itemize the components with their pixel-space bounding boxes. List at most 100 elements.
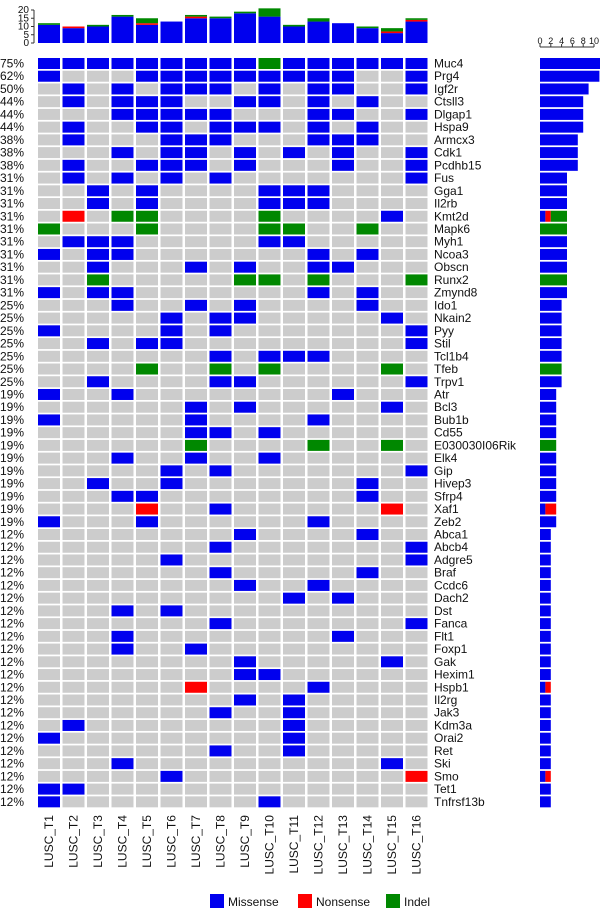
heatmap-cell: [87, 312, 109, 324]
gene-name: E030030I06Rik: [434, 438, 517, 452]
heatmap-cell: [234, 83, 256, 95]
heatmap-cell: [87, 516, 109, 528]
heatmap-cell: [307, 478, 330, 490]
heatmap-cell: [258, 210, 281, 222]
heatmap-cell: [111, 274, 134, 286]
heatmap-cell: [136, 656, 158, 668]
heatmap-cell: [185, 719, 207, 731]
heatmap-cell: [258, 439, 281, 451]
heatmap-cell: [258, 159, 281, 171]
heatmap-cell: [307, 694, 330, 706]
gene-percentage: 25%: [0, 298, 24, 312]
heatmap-cell: [234, 236, 256, 248]
top-bar-segment: [356, 26, 379, 29]
heatmap-cell: [307, 185, 330, 197]
right-bar-segment: [540, 274, 567, 286]
heatmap-cell: [234, 185, 256, 197]
heatmap-cell: [234, 338, 256, 350]
heatmap-cell: [62, 439, 85, 451]
right-bar-segment: [540, 325, 562, 337]
gene-percentage: 19%: [0, 464, 24, 478]
heatmap-cell: [62, 618, 85, 630]
heatmap-cell: [160, 108, 183, 120]
heatmap-cell: [185, 669, 207, 681]
heatmap-cell: [381, 643, 403, 655]
heatmap-cell: [87, 121, 109, 133]
heatmap-cell: [160, 376, 183, 388]
heatmap-cell: [38, 185, 60, 197]
heatmap-cell: [332, 567, 354, 579]
heatmap-cell: [356, 516, 379, 528]
heatmap-cell: [283, 669, 305, 681]
heatmap-cell: [111, 350, 134, 362]
heatmap-cell: [185, 796, 207, 808]
heatmap-cell: [234, 261, 256, 273]
heatmap-cell: [234, 579, 256, 591]
heatmap-cell: [160, 159, 183, 171]
heatmap-cell: [258, 223, 281, 235]
heatmap-cell: [307, 350, 330, 362]
heatmap-cell: [38, 707, 60, 719]
heatmap-cell: [405, 783, 428, 795]
heatmap-cell: [62, 376, 85, 388]
top-bar-segment: [111, 14, 134, 17]
heatmap-cell: [160, 312, 183, 324]
top-bar-segment: [258, 8, 281, 17]
heatmap-cell: [87, 363, 109, 375]
heatmap-cell: [62, 134, 85, 146]
heatmap-cell: [283, 567, 305, 579]
heatmap-cell: [234, 96, 256, 108]
heatmap-cell: [136, 579, 158, 591]
gene-percentage: 31%: [0, 235, 24, 249]
heatmap-cell: [185, 198, 207, 210]
heatmap-cell: [185, 83, 207, 95]
heatmap-cell: [258, 618, 281, 630]
heatmap-cell: [307, 770, 330, 782]
heatmap-cell: [209, 248, 232, 260]
heatmap-cell: [185, 312, 207, 324]
heatmap-cell: [283, 363, 305, 375]
heatmap-cell: [283, 350, 305, 362]
heatmap-cell: [283, 261, 305, 273]
heatmap-cell: [332, 503, 354, 515]
heatmap-cell: [87, 465, 109, 477]
heatmap-cell: [381, 236, 403, 248]
sample-label: LUSC_T15: [385, 815, 399, 875]
heatmap-cell: [62, 159, 85, 171]
heatmap-cell: [136, 401, 158, 413]
heatmap-cell: [209, 452, 232, 464]
gene-name: Dst: [434, 604, 453, 618]
heatmap-cell: [405, 338, 428, 350]
heatmap-cell: [381, 592, 403, 604]
heatmap-cell: [185, 656, 207, 668]
heatmap-cell: [356, 554, 379, 566]
heatmap-cell: [185, 503, 207, 515]
heatmap-cell: [185, 427, 207, 439]
heatmap-cell: [307, 605, 330, 617]
heatmap-cell: [136, 783, 158, 795]
heatmap-cell: [160, 770, 183, 782]
heatmap-cell: [136, 121, 158, 133]
heatmap-cell: [38, 427, 60, 439]
heatmap-cell: [209, 605, 232, 617]
heatmap-cell: [332, 338, 354, 350]
heatmap-cell: [356, 350, 379, 362]
heatmap-cell: [234, 388, 256, 400]
heatmap-cell: [356, 376, 379, 388]
heatmap-cell: [283, 325, 305, 337]
heatmap-cell: [38, 503, 60, 515]
heatmap-cell: [87, 732, 109, 744]
heatmap-cell: [405, 427, 428, 439]
heatmap-cell: [234, 630, 256, 642]
top-bar-segment: [38, 23, 60, 25]
heatmap-cell: [307, 248, 330, 260]
heatmap-cell: [62, 261, 85, 273]
heatmap-cell: [234, 554, 256, 566]
gene-percentage: 25%: [0, 375, 24, 389]
right-bar-segment: [540, 210, 546, 222]
heatmap-cell: [234, 147, 256, 159]
heatmap-cell: [38, 376, 60, 388]
heatmap-cell: [356, 694, 379, 706]
gene-percentage: 25%: [0, 349, 24, 363]
heatmap-cell: [209, 465, 232, 477]
